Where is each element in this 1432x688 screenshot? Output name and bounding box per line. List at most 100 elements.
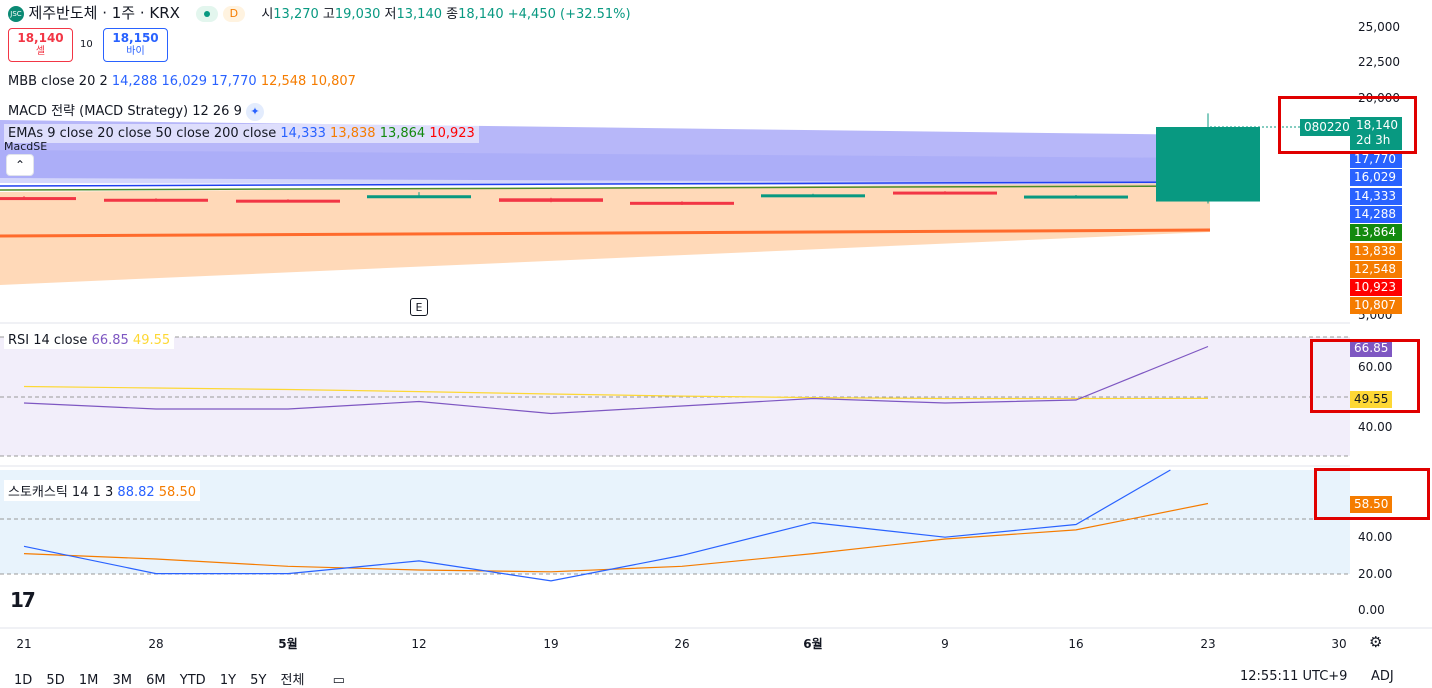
mbb-legend[interactable]: MBB close 20 2 14,288 16,029 17,770 12,5…: [8, 74, 356, 89]
time-axis-label: 30: [1331, 637, 1346, 651]
clock[interactable]: 12:55:11 UTC+9: [1240, 669, 1348, 684]
emas-value-4: 10,923: [429, 126, 475, 141]
price-axis-label: 12,548: [1350, 260, 1402, 278]
emas-name: EMAs 9 close 20 close 50 close 200 close: [8, 126, 277, 141]
tradingview-logo[interactable]: 17: [10, 588, 36, 612]
candle-body[interactable]: [630, 201, 734, 205]
ema200-line: [0, 228, 1211, 238]
buy-price: 18,150: [112, 31, 159, 45]
candle-body[interactable]: [893, 191, 997, 195]
price-axis-label: 14,288: [1350, 205, 1402, 223]
mbb-value-3: 17,770: [211, 74, 257, 89]
mbb-mid-line: [0, 181, 1211, 187]
earnings-marker[interactable]: E: [410, 298, 428, 316]
sell-button[interactable]: 18,140 셀: [8, 28, 73, 62]
last-price-tag: 18,140 2d 3h: [1350, 117, 1402, 150]
timeframe-1d[interactable]: 1D: [14, 673, 33, 688]
sell-label: 셀: [35, 46, 46, 57]
rsi-value: 66.85: [91, 333, 129, 348]
rsi-line: [23, 345, 1209, 415]
ohlc-high: 19,030: [334, 7, 381, 22]
time-axis-label: 19: [543, 637, 558, 651]
candle-body[interactable]: [236, 199, 340, 203]
ema20-line: [0, 185, 1211, 191]
rsi-tick: 40.00: [1358, 420, 1393, 434]
timeframe-all[interactable]: 전체: [280, 673, 305, 688]
time-axis-label: 6월: [803, 636, 822, 651]
emas-legend[interactable]: EMAs 9 close 20 close 50 close 200 close…: [4, 124, 479, 143]
time-axis-label: 28: [148, 637, 163, 651]
last-symbol-tag: 080220: [1300, 119, 1354, 136]
mbb-value-1: 14,288: [111, 74, 158, 89]
mbb-mid-band-fill: [0, 150, 1210, 186]
stoch-k-line: [23, 469, 1171, 582]
bar-countdown: 2d 3h: [1356, 133, 1391, 147]
highlight-stoch-box: [1314, 468, 1430, 520]
candle-body[interactable]: [367, 195, 471, 199]
timeframe-6m[interactable]: 6M: [146, 673, 166, 688]
timeframe-5d[interactable]: 5D: [46, 673, 65, 688]
stoch-pane: [0, 469, 1350, 582]
candle-body[interactable]: [104, 198, 208, 202]
price-pane: [0, 113, 1350, 285]
strategy-sparkle-icon[interactable]: ✦: [246, 102, 264, 121]
buy-label: 바이: [126, 46, 145, 57]
settings-gear-icon[interactable]: ⚙: [1369, 633, 1383, 651]
timeframe-bar: 1D 5D 1M 3M 6M YTD 1Y 5Y 전체 ▭: [14, 669, 345, 688]
ohlc-change: +4,450 (+32.51%): [507, 7, 631, 22]
price-axis-label: 14,333: [1350, 187, 1402, 205]
timeframe-5y[interactable]: 5Y: [250, 673, 267, 688]
time-axis-label: 16: [1068, 637, 1083, 651]
price-tick: 25,000: [1358, 20, 1400, 34]
price-axis-label: 10,923: [1350, 279, 1402, 297]
time-axis[interactable]: 21 28 5월 12 19 26 6월 9 16 23 30: [16, 636, 1346, 651]
stoch-k-value: 88.82: [117, 485, 155, 500]
rsi-tick: 60.00: [1358, 360, 1393, 374]
price-axis-label: 17,770: [1350, 151, 1402, 168]
time-axis-label: 23: [1200, 637, 1215, 651]
rsi-legend[interactable]: RSI 14 close 66.85 49.55: [4, 332, 175, 349]
timeframe-1y[interactable]: 1Y: [219, 673, 237, 688]
macd-legend[interactable]: MACD 전략 (MACD Strategy) 12 26 9 ✦: [8, 100, 264, 121]
mbb-name: MBB close 20 2: [8, 74, 108, 89]
ohlc-low-label: 저: [384, 7, 397, 22]
candle-body[interactable]: [499, 198, 603, 202]
macdse-label: MacdSE: [4, 140, 48, 153]
buy-button[interactable]: 18,150 바이: [103, 28, 168, 62]
mbb-value-5: 10,807: [310, 74, 356, 89]
macd-name: MACD 전략 (MACD Strategy) 12 26 9: [8, 104, 242, 119]
stoch-band-fill: [0, 470, 1350, 574]
time-axis-label: 12: [411, 637, 426, 651]
price-tick: 22,500: [1358, 55, 1400, 69]
candle-body[interactable]: [0, 197, 76, 201]
mbb-value-4: 12,548: [260, 74, 307, 89]
stoch-tick: 40.00: [1358, 530, 1393, 544]
candle-body[interactable]: [761, 194, 865, 198]
calendar-icon[interactable]: ▭: [332, 673, 345, 688]
order-quantity[interactable]: 10: [80, 39, 93, 50]
stoch-legend[interactable]: 스토캐스틱 14 1 3 88.82 58.50: [4, 480, 200, 501]
ohlc-open: 13,270: [273, 7, 319, 22]
collapse-legend-button[interactable]: ⌃: [6, 154, 34, 176]
symbol-logo-icon[interactable]: JSC: [8, 6, 24, 22]
last-price: 18,140: [1356, 118, 1398, 132]
highlight-price-box: [1278, 96, 1417, 154]
stoch-d-tag: 58.50: [1350, 496, 1393, 513]
time-axis-label: 5월: [278, 636, 297, 651]
candle-body[interactable]: [1024, 195, 1128, 199]
symbol-title[interactable]: 제주반도체 · 1주 · KRX: [28, 4, 180, 22]
price-axis-label: 13,864: [1350, 224, 1402, 242]
adjust-button[interactable]: ADJ: [1371, 669, 1394, 684]
time-axis-label: 26: [674, 637, 689, 651]
price-axis-label: 10,807: [1350, 297, 1402, 315]
ohlc-open-label: 시: [261, 7, 274, 22]
price-axis-label: 16,029: [1350, 169, 1402, 187]
rsi-ma-value: 49.55: [132, 333, 171, 348]
stoch-d-line: [23, 502, 1209, 573]
candle-body[interactable]: [1156, 127, 1260, 202]
data-delay-badge[interactable]: D: [222, 6, 245, 22]
timeframe-3m[interactable]: 3M: [112, 673, 132, 688]
timeframe-ytd[interactable]: YTD: [179, 673, 206, 688]
timeframe-1m[interactable]: 1M: [78, 673, 99, 688]
